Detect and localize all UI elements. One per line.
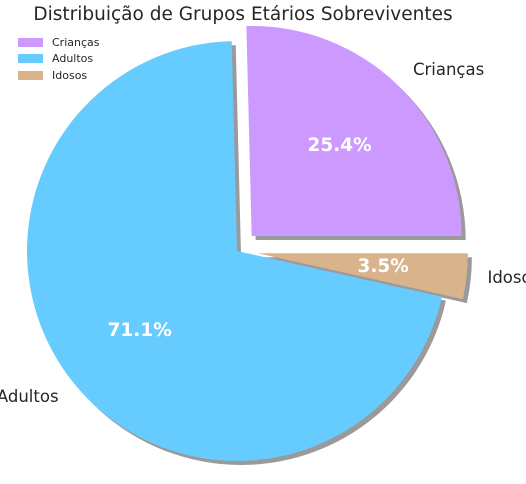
legend-swatch-criancas	[18, 37, 43, 47]
chart-title: Distribuição de Grupos Etários Sobrevive…	[33, 4, 453, 25]
legend: Crianças Adultos Idosos	[18, 34, 100, 84]
legend-label: Crianças	[52, 35, 100, 49]
pie-label-adultos: Adultos	[0, 387, 59, 406]
legend-item: Idosos	[18, 67, 100, 84]
legend-swatch-adultos	[18, 54, 43, 64]
legend-swatch-idosos	[18, 70, 43, 80]
pie-wedge-idosos	[257, 253, 468, 300]
legend-label: Idosos	[52, 68, 88, 82]
pie-label-idosos: Idosos	[487, 268, 526, 287]
pie-percent-adultos: 71.1%	[108, 320, 172, 341]
pie-wedge-adultos	[26, 41, 442, 462]
legend-label: Adultos	[52, 52, 94, 66]
pie-percent-criancas: 25.4%	[308, 135, 372, 156]
pie-wedge-criancas	[246, 25, 462, 236]
pie-label-criancas: Crianças	[413, 60, 484, 79]
legend-item: Crianças	[18, 34, 100, 51]
legend-item: Adultos	[18, 51, 100, 68]
pie-percent-idosos: 3.5%	[357, 256, 408, 277]
